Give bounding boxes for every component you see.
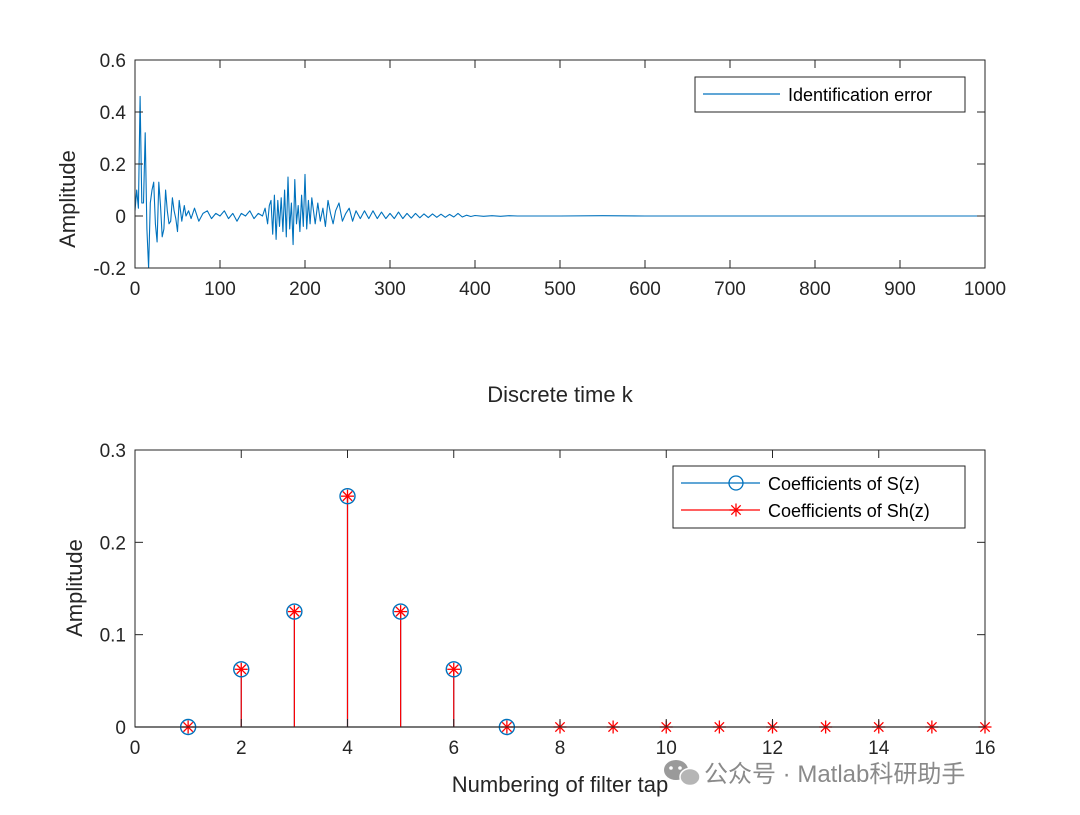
- stem-plot: 0 2 4 6 8 10 12 14 16 0 0.1 0.2 0.3 Numbering of fi…: [62, 441, 996, 797]
- error-y-axis-label: Amplitude: [55, 150, 80, 248]
- error-x-tick-label: 100: [204, 279, 236, 300]
- stem-x-tick-label: 10: [656, 738, 677, 759]
- error-y-tick-label: 0.6: [100, 51, 126, 72]
- stem-x-tick-label: 16: [974, 738, 995, 759]
- error-x-axis-label: Discrete time k: [487, 382, 633, 407]
- stem-y-tick-label: 0.2: [100, 533, 126, 554]
- error-y-tick-label: -0.2: [93, 259, 126, 280]
- watermark: 公众号 · Matlab科研助手: [664, 760, 965, 788]
- s-stem-circle-marker: [286, 603, 303, 620]
- sh-legend-label: Coefficients of Sh(z): [768, 501, 930, 521]
- stem-x-tick-label: 6: [448, 738, 459, 759]
- error-x-tick-label: 500: [544, 279, 576, 300]
- identification-error-line: [134, 95, 985, 269]
- s-stem-circle-marker: [392, 603, 409, 620]
- error-y-tick-label: 0.2: [100, 155, 126, 176]
- error-plot: 0 100 200 300 400 500 600 700 800 900 1000 -0.200.…: [55, 51, 1006, 407]
- sh-stem-asterisk-marker: [234, 662, 248, 676]
- watermark-text: 公众号 · Matlab科研助手: [704, 761, 965, 788]
- error-x-tick-label: 600: [629, 279, 661, 300]
- error-x-tick-label: 0: [130, 279, 141, 300]
- error-legend: Identification error: [694, 76, 966, 113]
- stem-x-ticks: 0 2 4 6 8 10 12 14 16: [130, 450, 996, 759]
- stem-x-tick-label: 4: [342, 738, 353, 759]
- error-x-tick-label: 900: [884, 279, 916, 300]
- error-y-tick-label: 0: [115, 207, 126, 228]
- s-legend-circle-marker: [728, 475, 744, 491]
- stem-legend: Coefficients of S(z) Coefficients of Sh(…: [672, 465, 966, 529]
- error-x-tick-label: 700: [714, 279, 746, 300]
- error-x-tick-label: 300: [374, 279, 406, 300]
- stem-y-ticks: 0 0.1 0.2 0.3: [100, 441, 985, 739]
- stem-x-tick-label: 0: [130, 738, 141, 759]
- error-x-tick-label: 200: [289, 279, 321, 300]
- s-stem-circle-marker: [233, 661, 250, 678]
- s-stem-circle-marker: [339, 487, 356, 505]
- error-x-tick-label: 1000: [964, 279, 1006, 300]
- stem-y-axis-label: Amplitude: [62, 539, 87, 637]
- stem-x-tick-label: 8: [555, 738, 566, 759]
- error-x-tick-label: 800: [799, 279, 831, 300]
- error-x-ticks: 0 100 200 300 400 500 600 700 800 900 1000: [130, 60, 1006, 300]
- error-legend-label: Identification error: [788, 85, 932, 105]
- stem-y-tick-label: 0.3: [100, 441, 126, 462]
- error-series-group: [134, 95, 985, 269]
- stem-x-tick-label: 14: [868, 738, 890, 759]
- stem-x-tick-label: 12: [762, 738, 783, 759]
- sh-legend-asterisk-glyph: [729, 503, 743, 517]
- sh-stem-asterisk-marker: [394, 605, 408, 619]
- error-y-tick-label: 0.4: [100, 103, 127, 124]
- sh-stem-asterisk-marker: [287, 605, 301, 619]
- stem-y-tick-label: 0: [115, 718, 126, 739]
- stem-x-tick-label: 2: [236, 738, 247, 759]
- s-legend-label: Coefficients of S(z): [768, 474, 920, 494]
- stem-x-axis-label: Numbering of filter tap: [452, 772, 668, 797]
- error-x-tick-label: 400: [459, 279, 491, 300]
- wechat-icon: [664, 760, 701, 787]
- sh-stem-asterisk-marker: [341, 489, 354, 503]
- stem-y-tick-label: 0.1: [100, 626, 126, 647]
- sh-stem-asterisk-marker: [447, 662, 461, 676]
- stem-legend-box: [672, 465, 966, 529]
- sh-legend-asterisk-marker: [729, 503, 743, 517]
- s-stem-circle-marker: [445, 661, 462, 678]
- error-y-ticks: -0.2 0 0.2 0.4 0.6: [93, 51, 985, 280]
